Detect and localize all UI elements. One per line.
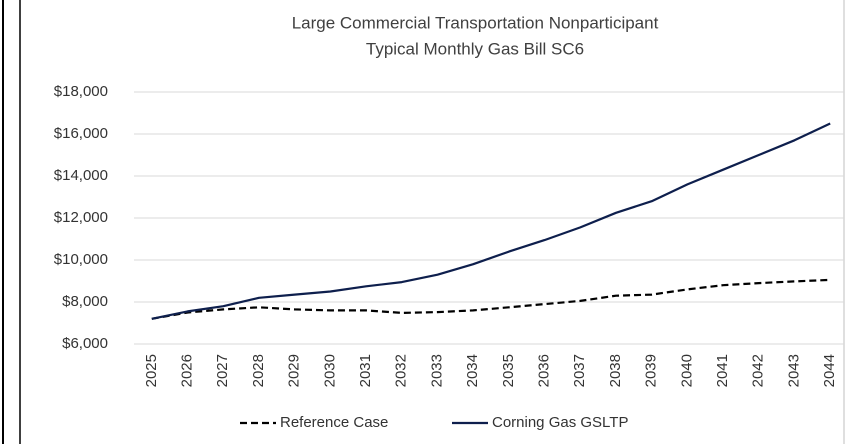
y-tick-label: $6,000 <box>62 335 108 352</box>
chart-title: Large Commercial Transportation Nonparti… <box>292 13 659 32</box>
x-tick-label: 2031 <box>357 354 374 387</box>
legend-label: Reference Case <box>280 414 388 431</box>
x-tick-label: 2038 <box>607 354 624 387</box>
x-tick-label: 2044 <box>821 354 838 387</box>
x-tick-label: 2033 <box>428 354 445 387</box>
x-tick-label: 2026 <box>179 354 196 387</box>
y-tick-label: $8,000 <box>62 293 108 310</box>
x-tick-label: 2043 <box>785 354 802 387</box>
x-tick-label: 2034 <box>464 354 481 387</box>
y-tick-label: $18,000 <box>54 83 108 100</box>
x-tick-label: 2036 <box>536 354 553 387</box>
x-tick-label: 2027 <box>214 354 231 387</box>
chart-title: Typical Monthly Gas Bill SC6 <box>366 39 584 58</box>
x-tick-label: 2029 <box>286 354 303 387</box>
series-line <box>151 278 831 320</box>
x-tick-label: 2042 <box>750 354 767 387</box>
x-tick-label: 2035 <box>500 354 517 387</box>
y-tick-label: $16,000 <box>54 125 108 142</box>
x-tick-label: 2040 <box>678 354 695 387</box>
x-tick-label: 2039 <box>643 354 660 387</box>
y-tick-label: $10,000 <box>54 251 108 268</box>
x-tick-label: 2037 <box>571 354 588 387</box>
legend-label: Corning Gas GSLTP <box>492 414 628 431</box>
x-tick-label: 2030 <box>321 354 338 387</box>
x-tick-label: 2041 <box>714 354 731 387</box>
series-line <box>151 122 831 320</box>
x-tick-label: 2028 <box>250 354 267 387</box>
y-tick-label: $12,000 <box>54 209 108 226</box>
y-tick-label: $14,000 <box>54 167 108 184</box>
x-tick-label: 2025 <box>143 354 160 387</box>
x-tick-label: 2032 <box>393 354 410 387</box>
